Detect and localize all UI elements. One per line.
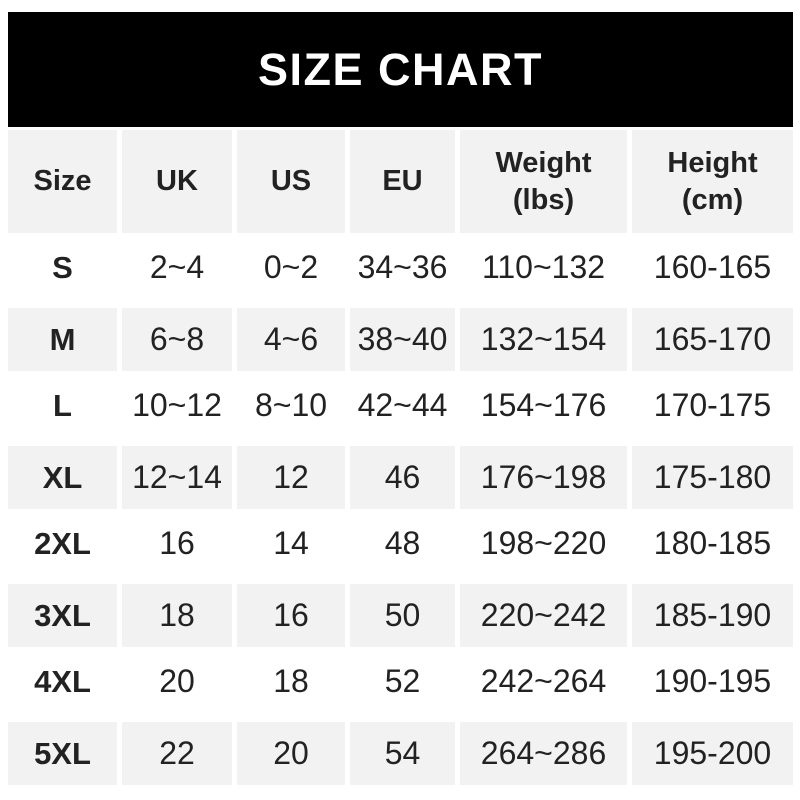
uk-cell: 12~14 [122, 440, 232, 509]
table-row-l: L 10~12 8~10 42~44 154~176 170-175 [8, 371, 793, 440]
us-cell: 14 [273, 525, 309, 561]
height-cell: 190-195 [653, 663, 772, 699]
column-header-uk: UK [122, 130, 232, 233]
page-title: SIZE CHART [258, 43, 543, 95]
us-cell: 18 [273, 663, 309, 699]
eu-cell: 54 [350, 716, 455, 785]
eu-cell: 34~36 [357, 249, 448, 285]
size-table: Size UK US EU Weight (lbs) Height (cm) S… [8, 130, 793, 785]
uk-cell: 18 [122, 578, 232, 647]
size-cell: 5XL [8, 716, 117, 785]
eu-cell: 52 [384, 663, 421, 699]
height-cell: 195-200 [632, 716, 793, 785]
eu-cell: 50 [350, 578, 455, 647]
uk-cell: 22 [122, 716, 232, 785]
eu-cell: 42~44 [357, 387, 448, 423]
uk-cell: 20 [159, 663, 195, 699]
column-header-eu: EU [350, 130, 455, 233]
us-cell: 12 [237, 440, 345, 509]
size-cell: L [53, 387, 72, 423]
table-row-xl: XL 12~14 12 46 176~198 175-180 [8, 440, 793, 509]
uk-cell: 2~4 [149, 249, 205, 285]
size-cell: M [8, 302, 117, 371]
column-header-size: Size [8, 130, 117, 233]
title-banner: SIZE CHART [8, 12, 793, 127]
height-cell: 160-165 [653, 249, 772, 285]
size-cell: 4XL [34, 663, 91, 699]
us-cell: 0~2 [263, 249, 319, 285]
table-row-2xl: 2XL 16 14 48 198~220 180-185 [8, 509, 793, 578]
column-header-us: US [237, 130, 345, 233]
us-cell: 20 [237, 716, 345, 785]
us-cell: 4~6 [237, 302, 345, 371]
weight-cell: 154~176 [480, 387, 607, 423]
size-cell: XL [8, 440, 117, 509]
eu-cell: 48 [384, 525, 421, 561]
size-cell: 2XL [34, 525, 91, 561]
us-cell: 8~10 [254, 387, 328, 423]
weight-cell: 242~264 [480, 663, 607, 699]
table-row-4xl: 4XL 20 18 52 242~264 190-195 [8, 647, 793, 716]
height-cell: 170-175 [653, 387, 772, 423]
size-cell: S [52, 249, 73, 285]
table-row-5xl: 5XL 22 20 54 264~286 195-200 [8, 716, 793, 785]
column-header-weight: Weight (lbs) [460, 130, 627, 233]
weight-cell: 176~198 [460, 440, 627, 509]
eu-cell: 38~40 [350, 302, 455, 371]
table-header-row: Size UK US EU Weight (lbs) Height (cm) [8, 130, 793, 233]
height-cell: 180-185 [653, 525, 772, 561]
us-cell: 16 [237, 578, 345, 647]
weight-cell: 110~132 [481, 249, 606, 285]
size-cell: 3XL [8, 578, 117, 647]
height-cell: 165-170 [632, 302, 793, 371]
uk-cell: 16 [159, 525, 195, 561]
weight-cell: 264~286 [460, 716, 627, 785]
uk-cell: 6~8 [122, 302, 232, 371]
height-cell: 175-180 [632, 440, 793, 509]
uk-cell: 10~12 [132, 387, 222, 423]
weight-cell: 132~154 [460, 302, 627, 371]
column-header-height: Height (cm) [632, 130, 793, 233]
table-row-s: S 2~4 0~2 34~36 110~132 160-165 [8, 233, 793, 302]
table-row-m: M 6~8 4~6 38~40 132~154 165-170 [8, 302, 793, 371]
weight-cell: 198~220 [480, 525, 607, 561]
height-cell: 185-190 [632, 578, 793, 647]
table-row-3xl: 3XL 18 16 50 220~242 185-190 [8, 578, 793, 647]
eu-cell: 46 [350, 440, 455, 509]
weight-cell: 220~242 [460, 578, 627, 647]
